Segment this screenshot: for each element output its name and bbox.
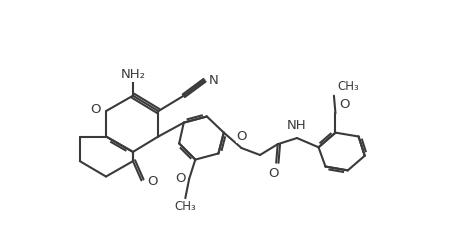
Text: CH₃: CH₃ [338, 80, 360, 93]
Text: O: O [90, 103, 101, 116]
Text: O: O [236, 130, 247, 143]
Text: NH: NH [287, 119, 307, 132]
Text: CH₃: CH₃ [175, 200, 196, 213]
Text: N: N [208, 74, 218, 87]
Text: NH₂: NH₂ [121, 68, 145, 81]
Text: O: O [148, 175, 158, 188]
Text: O: O [268, 167, 278, 180]
Text: O: O [175, 172, 186, 185]
Text: O: O [339, 98, 350, 111]
